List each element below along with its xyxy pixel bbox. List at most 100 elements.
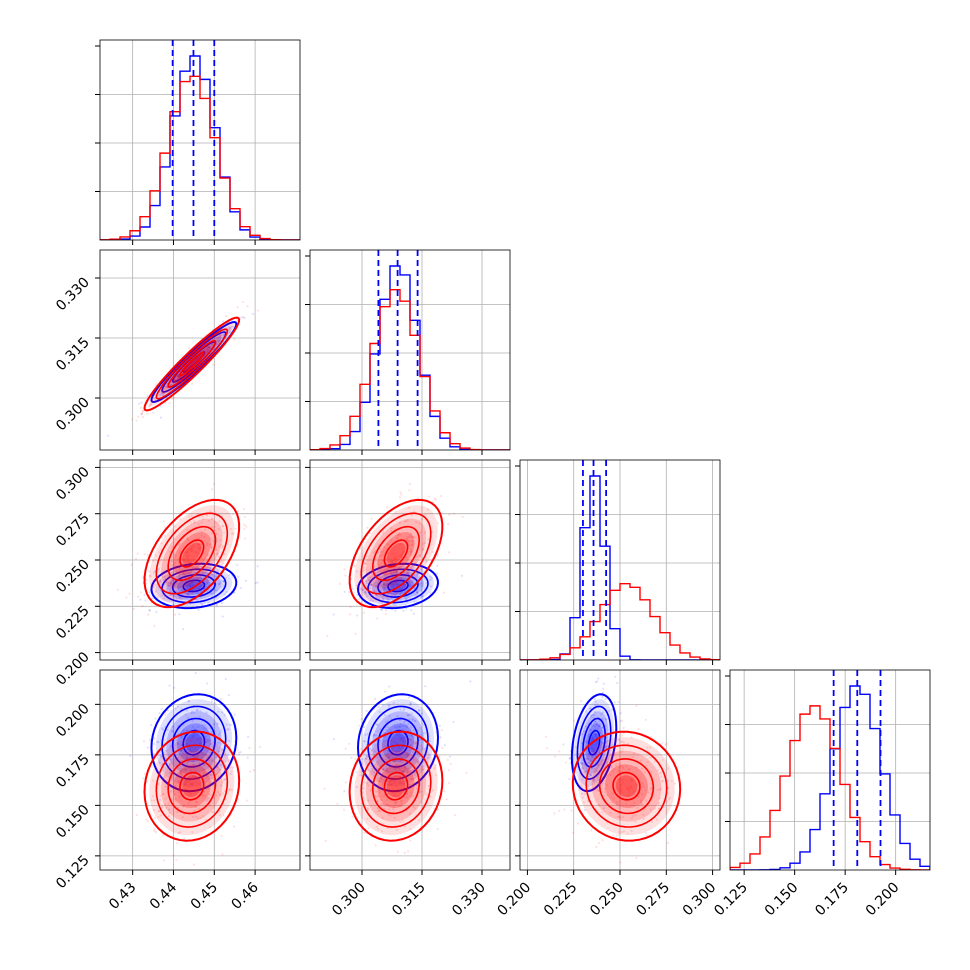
scatter-point: [190, 782, 194, 786]
scatter-point: [590, 777, 593, 780]
scatter-point: [176, 374, 179, 378]
scatter-point: [606, 757, 609, 761]
scatter-point: [184, 739, 187, 742]
scatter-point: [194, 672, 197, 675]
scatter-point: [171, 705, 175, 708]
scatter-point: [376, 570, 379, 573]
scatter-point: [205, 514, 208, 517]
scatter-point: [593, 747, 596, 750]
scatter-point: [205, 585, 208, 589]
scatter-point: [418, 554, 421, 557]
scatter-point: [230, 532, 233, 535]
scatter-point: [592, 779, 595, 782]
scatter-point: [418, 726, 421, 730]
scatter-point: [362, 588, 365, 591]
scatter-point: [159, 754, 162, 757]
scatter-point: [379, 804, 383, 807]
scatter-point: [200, 571, 204, 574]
scatter-point: [189, 579, 192, 582]
scatter-point: [197, 561, 200, 565]
scatter-point: [150, 799, 153, 802]
scatter-point: [195, 568, 198, 571]
scatter-point: [389, 539, 393, 542]
scatter-point: [410, 543, 413, 546]
scatter-point: [407, 696, 411, 699]
scatter-point: [212, 783, 215, 786]
scatter-point: [221, 546, 224, 549]
scatter-point: [598, 720, 601, 723]
scatter-point: [206, 553, 209, 556]
scatter-point: [639, 799, 642, 802]
scatter-point: [415, 591, 419, 594]
scatter-point: [189, 768, 192, 771]
scatter-point: [376, 563, 380, 566]
scatter-point: [177, 374, 180, 377]
scatter-point: [598, 769, 601, 772]
scatter-point: [219, 794, 222, 797]
scatter-point: [210, 344, 214, 347]
scatter-point: [394, 801, 397, 804]
scatter-point: [205, 570, 208, 573]
scatter-point: [184, 570, 187, 573]
scatter-point: [411, 543, 414, 546]
scatter-point: [190, 581, 194, 584]
scatter-point: [416, 760, 420, 763]
scatter-point: [635, 783, 638, 787]
scatter-point: [587, 734, 590, 737]
scatter-point: [597, 803, 600, 806]
scatter-point: [436, 522, 440, 525]
scatter-point: [382, 583, 386, 586]
scatter-point: [178, 574, 181, 577]
scatter-point: [393, 593, 396, 597]
scatter-point: [202, 770, 205, 773]
density-fill-1: [172, 532, 211, 575]
scatter-point: [393, 556, 396, 560]
scatter-point: [130, 563, 133, 566]
scatter-point: [184, 586, 187, 589]
scatter-point: [619, 789, 622, 792]
scatter-point: [245, 799, 248, 802]
scatter-point: [429, 578, 432, 582]
scatter-point: [205, 727, 208, 730]
scatter-point: [168, 811, 171, 815]
scatter-point: [382, 803, 385, 806]
scatter-point: [376, 730, 379, 733]
scatter-point: [181, 768, 184, 771]
scatter-point: [140, 401, 143, 404]
scatter-point: [421, 768, 424, 771]
scatter-point: [558, 750, 561, 753]
scatter-point: [622, 830, 625, 833]
scatter-point: [234, 527, 237, 530]
scatter-point: [398, 496, 402, 499]
density-contour-1: [348, 498, 444, 609]
scatter-point: [196, 790, 199, 793]
scatter-point: [411, 782, 414, 786]
scatter-point: [360, 588, 363, 591]
scatter-point: [204, 558, 207, 561]
scatter-point: [145, 818, 148, 821]
scatter-point: [447, 781, 451, 785]
scatter-point: [205, 740, 208, 744]
scatter-point: [174, 582, 178, 585]
scatter-point: [435, 774, 438, 777]
scatter-point: [176, 582, 179, 585]
scatter-point: [198, 547, 201, 551]
density-fill-0: [390, 733, 406, 753]
scatter-point: [407, 850, 410, 853]
scatter-point: [396, 570, 399, 573]
scatter-point: [393, 602, 396, 606]
scatter-point: [153, 829, 156, 833]
scatter-point: [363, 781, 366, 784]
scatter-point: [409, 551, 413, 554]
scatter-point: [610, 796, 613, 799]
scatter-point: [664, 743, 667, 746]
scatter-point: [429, 575, 432, 578]
scatter-point: [220, 585, 223, 589]
histogram-panel-2: [520, 460, 720, 660]
scatter-point: [200, 521, 204, 524]
scatter-point: [404, 583, 407, 587]
scatter-point: [162, 388, 165, 391]
scatter-point: [377, 597, 380, 600]
scatter-point: [395, 561, 399, 564]
density-fill-1: [377, 532, 415, 575]
